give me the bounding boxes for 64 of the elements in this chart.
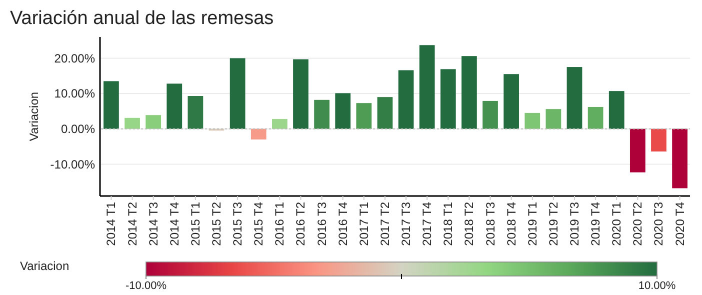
x-tick-label: 2020 T4 bbox=[672, 202, 687, 246]
bar bbox=[104, 81, 119, 129]
y-axis-title: Variacion bbox=[27, 92, 41, 142]
x-tick-label: 2018 T2 bbox=[462, 202, 476, 246]
bar bbox=[651, 128, 666, 152]
bar bbox=[250, 128, 266, 140]
bar bbox=[440, 69, 456, 129]
bar bbox=[462, 56, 477, 129]
bar bbox=[293, 59, 308, 129]
x-tick-label: 2016 T3 bbox=[314, 202, 329, 246]
x-tick-label: 2018 T3 bbox=[483, 202, 498, 246]
x-tick-label: 2018 T1 bbox=[441, 202, 456, 246]
bar bbox=[482, 100, 498, 129]
bar bbox=[524, 112, 540, 129]
x-tick-label: 2015 T1 bbox=[188, 202, 202, 246]
bar bbox=[124, 118, 140, 129]
bar bbox=[630, 128, 646, 172]
y-tick-label: -10.00% bbox=[50, 157, 96, 172]
color-bar-label: 10.00% bbox=[638, 280, 676, 292]
x-tick-label: 2017 T2 bbox=[378, 202, 392, 246]
y-tick-label: 10.00% bbox=[54, 86, 96, 101]
bar bbox=[314, 100, 330, 129]
bar bbox=[166, 84, 182, 129]
x-tick-label: 2015 T4 bbox=[252, 202, 266, 246]
x-tick-label: 2019 T3 bbox=[567, 202, 582, 246]
bar bbox=[398, 70, 414, 129]
bar bbox=[230, 58, 246, 129]
x-tick-label: 2016 T4 bbox=[336, 202, 350, 246]
bar bbox=[566, 67, 582, 129]
x-tick-label: 2014 T1 bbox=[104, 202, 118, 246]
color-bar-label: -10.00% bbox=[126, 280, 167, 292]
bar bbox=[188, 96, 204, 129]
chart-title: Variación anual de las remesas bbox=[10, 8, 274, 29]
bar bbox=[335, 93, 351, 129]
x-tick-label: 2019 T2 bbox=[546, 202, 560, 246]
x-tick-label: 2017 T3 bbox=[399, 202, 414, 246]
bar bbox=[672, 128, 688, 188]
x-tick-label: 2018 T4 bbox=[504, 202, 518, 246]
x-tick-label: 2016 T2 bbox=[294, 202, 308, 246]
bar bbox=[588, 106, 604, 129]
bar bbox=[146, 115, 162, 129]
x-tick-label: 2014 T2 bbox=[125, 202, 140, 246]
x-tick-label: 2019 T1 bbox=[525, 202, 540, 246]
x-tick-label: 2020 T3 bbox=[652, 202, 666, 246]
bar bbox=[419, 45, 435, 129]
bar bbox=[608, 91, 624, 129]
x-tick-label: 2017 T4 bbox=[420, 202, 434, 246]
x-tick-label: 2015 T3 bbox=[230, 202, 245, 246]
x-tick-label: 2020 T2 bbox=[630, 202, 645, 246]
x-tick-label: 2019 T4 bbox=[588, 202, 603, 246]
bar bbox=[504, 74, 520, 129]
x-tick-label: 2014 T3 bbox=[146, 202, 160, 246]
bar bbox=[546, 109, 562, 129]
x-tick-label: 2017 T1 bbox=[356, 202, 371, 246]
bar bbox=[272, 118, 288, 129]
x-tick-label: 2014 T4 bbox=[167, 202, 182, 246]
bar bbox=[377, 97, 393, 129]
color-bar-title: Variacion bbox=[20, 259, 70, 273]
x-tick-label: 2015 T2 bbox=[210, 202, 224, 246]
x-tick-label: 2020 T1 bbox=[610, 202, 624, 246]
bar bbox=[356, 103, 372, 129]
y-tick-label: 0.00% bbox=[60, 122, 96, 136]
y-tick-label: 20.00% bbox=[54, 51, 96, 66]
x-tick-label: 2016 T1 bbox=[272, 202, 287, 246]
